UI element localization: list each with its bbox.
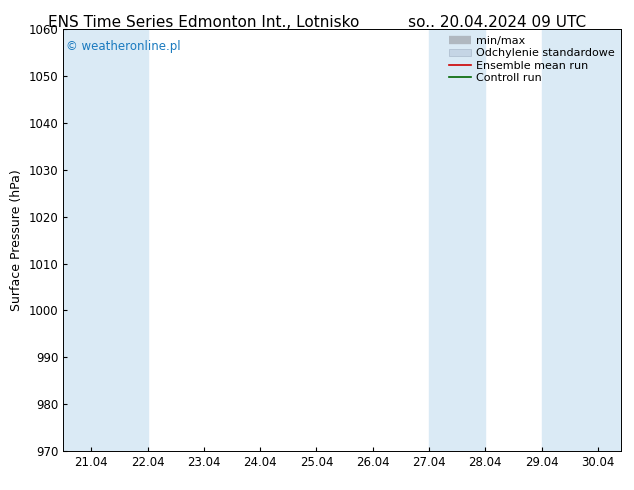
Bar bbox=[541, 29, 621, 451]
Y-axis label: Surface Pressure (hPa): Surface Pressure (hPa) bbox=[10, 169, 23, 311]
Bar bbox=[429, 29, 485, 451]
Legend: min/max, Odchylenie standardowe, Ensemble mean run, Controll run: min/max, Odchylenie standardowe, Ensembl… bbox=[445, 32, 619, 87]
Bar bbox=[63, 29, 148, 451]
Text: © weatheronline.pl: © weatheronline.pl bbox=[66, 40, 181, 53]
Text: ENS Time Series Edmonton Int., Lotnisko          so.. 20.04.2024 09 UTC: ENS Time Series Edmonton Int., Lotnisko … bbox=[48, 15, 586, 30]
